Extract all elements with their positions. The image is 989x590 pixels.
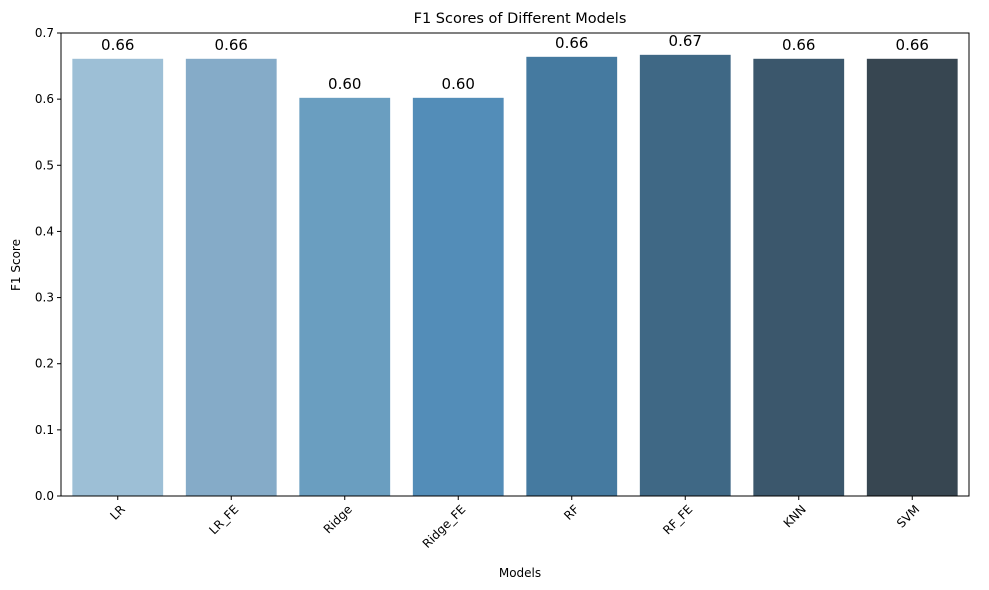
bar-lr-fe — [185, 58, 277, 496]
y-tick-label: 0.4 — [35, 224, 54, 238]
x-tick-label: RF — [561, 502, 582, 523]
data-label: 0.66 — [782, 36, 815, 54]
y-tick-label: 0.2 — [35, 357, 54, 371]
data-label: 0.66 — [555, 34, 588, 52]
plot-frame — [60, 32, 970, 497]
data-label: 0.60 — [442, 75, 475, 93]
bars-group: 0.66 0.66 0.60 0.60 0.66 0.67 0.66 0.66 — [72, 32, 958, 496]
x-axis-ticks: LR LR_FE Ridge Ridge_FE RF RF_FE KNN SVM — [107, 496, 922, 551]
data-label: 0.66 — [101, 36, 134, 54]
data-label: 0.67 — [669, 32, 702, 50]
x-tick-label: Ridge — [321, 502, 355, 536]
x-tick-label: LR_FE — [206, 502, 241, 537]
bar-rf-fe — [639, 54, 731, 496]
x-tick-label: LR — [107, 502, 128, 523]
data-label: 0.66 — [896, 36, 929, 54]
bar-svm — [866, 58, 958, 496]
x-tick-label: Ridge_FE — [420, 502, 469, 551]
y-tick-label: 0.0 — [35, 489, 54, 503]
y-tick-label: 0.3 — [35, 291, 54, 305]
y-tick-label: 0.5 — [35, 158, 54, 172]
y-tick-label: 0.6 — [35, 92, 54, 106]
bar-ridge-fe — [412, 97, 504, 496]
bar-knn — [753, 58, 845, 496]
x-axis-label: Models — [499, 566, 541, 580]
x-tick-label: KNN — [781, 502, 809, 530]
bar-rf — [526, 56, 618, 496]
y-axis-label: F1 Score — [9, 239, 23, 291]
y-axis-ticks: 0.0 0.1 0.2 0.3 0.4 0.5 0.6 0.7 — [35, 26, 61, 503]
y-tick-label: 0.1 — [35, 423, 54, 437]
bar-lr — [72, 58, 164, 496]
chart-title: F1 Scores of Different Models — [414, 11, 627, 27]
x-tick-label: SVM — [894, 502, 922, 530]
data-label: 0.60 — [328, 75, 361, 93]
x-tick-label: RF_FE — [660, 502, 695, 537]
y-tick-label: 0.7 — [35, 26, 54, 40]
bar-ridge — [299, 97, 391, 496]
data-label: 0.66 — [215, 36, 248, 54]
